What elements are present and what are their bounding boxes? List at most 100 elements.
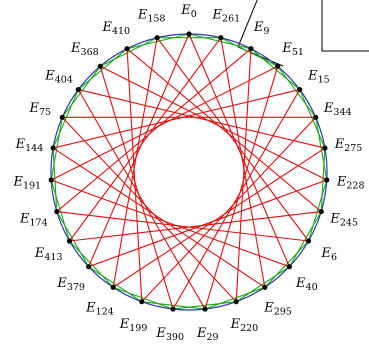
vertex-label: E344 [323, 101, 352, 118]
vertex-dot [324, 177, 330, 183]
red-chord [112, 147, 326, 288]
red-chord [51, 179, 290, 268]
vertex-dot [170, 306, 176, 312]
vertex-label: E15 [307, 68, 330, 85]
vertex-label: E390 [155, 326, 184, 343]
green-chord [250, 48, 301, 91]
vertex-dot [110, 284, 116, 290]
red-chord [204, 66, 279, 310]
red-chord [50, 65, 278, 181]
red-chord [52, 147, 266, 288]
red-chord [69, 37, 222, 242]
vertex-dot [318, 208, 324, 215]
vertex-dot [305, 238, 312, 244]
vertex-dot [97, 63, 103, 69]
green-chord [50, 117, 63, 181]
green-chord [172, 301, 237, 310]
green-chord [77, 48, 128, 91]
vertex-dot [86, 264, 92, 270]
red-chord [52, 89, 300, 149]
green-chord [141, 301, 206, 310]
vertex-dot [154, 35, 160, 41]
red-chord [156, 37, 309, 242]
vertex-dot [124, 46, 130, 52]
vertex-label: E410 [101, 20, 130, 37]
vertex-label: E124 [85, 300, 114, 317]
vertex-dots [48, 31, 330, 312]
vertex-dot [248, 46, 254, 52]
red-chord [126, 48, 143, 302]
vertex-label: E174 [19, 211, 48, 228]
vertex-label: E144 [15, 137, 44, 154]
vertex-label: E413 [34, 246, 63, 263]
green-chord [56, 211, 90, 267]
green-chord [61, 65, 101, 118]
vertex-label: E368 [70, 41, 99, 58]
green-chord [220, 37, 278, 67]
green-chord [188, 33, 252, 50]
vertex-label: E379 [56, 276, 85, 293]
red-chord [126, 48, 322, 213]
red-chord [56, 211, 309, 242]
vertex-dot [297, 86, 303, 93]
green-chord [88, 266, 143, 303]
green-chord [204, 286, 266, 310]
vertex-label: E228 [336, 174, 365, 191]
vertex-dot [262, 284, 268, 290]
callout-leader-top [237, 0, 258, 48]
red-chords [50, 33, 328, 310]
red-chord [78, 89, 326, 149]
green-chord [315, 117, 328, 181]
vertex-label: E191 [12, 174, 41, 191]
green-chord [69, 240, 114, 288]
vertex-label: E40 [295, 276, 318, 293]
vertex-dot [218, 35, 224, 41]
green-chord [307, 179, 328, 242]
red-chord [100, 65, 328, 181]
vertex-dot [48, 177, 54, 183]
red-chord [77, 89, 206, 310]
green-chord [50, 179, 71, 242]
vertex-dot [66, 238, 73, 244]
green-chord [320, 148, 326, 212]
red-chord [235, 48, 252, 302]
callout-frame [321, 0, 369, 52]
vertex-label: E404 [44, 68, 73, 85]
vertex-dot [59, 114, 65, 120]
red-chord [88, 33, 190, 267]
vertex-dot [275, 63, 281, 69]
vertex-label: E295 [263, 300, 292, 317]
vertex-dot [233, 299, 239, 305]
vertex-label: E261 [212, 7, 241, 24]
vertex-dot [75, 86, 81, 93]
red-chord [220, 37, 266, 288]
red-chord [188, 33, 290, 267]
red-chord [99, 66, 174, 310]
vertex-dot [54, 208, 60, 215]
green-chord [112, 286, 174, 310]
green-chord [100, 37, 158, 67]
vertex-labels: E0 E261E9E51E15E344E275E228E245E6E40E295E… [12, 3, 364, 343]
vertex-label: E275 [334, 137, 363, 154]
red-chord [61, 116, 237, 303]
vertex-dot [139, 299, 145, 305]
vertex-dot [313, 114, 319, 120]
vertex-dot [202, 306, 208, 312]
green-chord [299, 89, 326, 149]
vertex-label: E0 [180, 3, 197, 20]
green-chord [264, 240, 309, 288]
vertex-label: E29 [196, 326, 219, 343]
green-chord [126, 33, 190, 50]
vertex-dot [322, 145, 328, 151]
red-chord [56, 48, 252, 213]
red-chord [88, 179, 327, 268]
vertex-label: E245 [329, 211, 358, 228]
vertex-label: E220 [230, 317, 259, 334]
vertex-dot [50, 145, 56, 151]
green-chord [277, 65, 317, 118]
vertex-label: E199 [119, 317, 148, 334]
green-chord [52, 89, 79, 149]
vertex-label: E6 [321, 246, 338, 263]
vertex-dot [186, 31, 192, 37]
